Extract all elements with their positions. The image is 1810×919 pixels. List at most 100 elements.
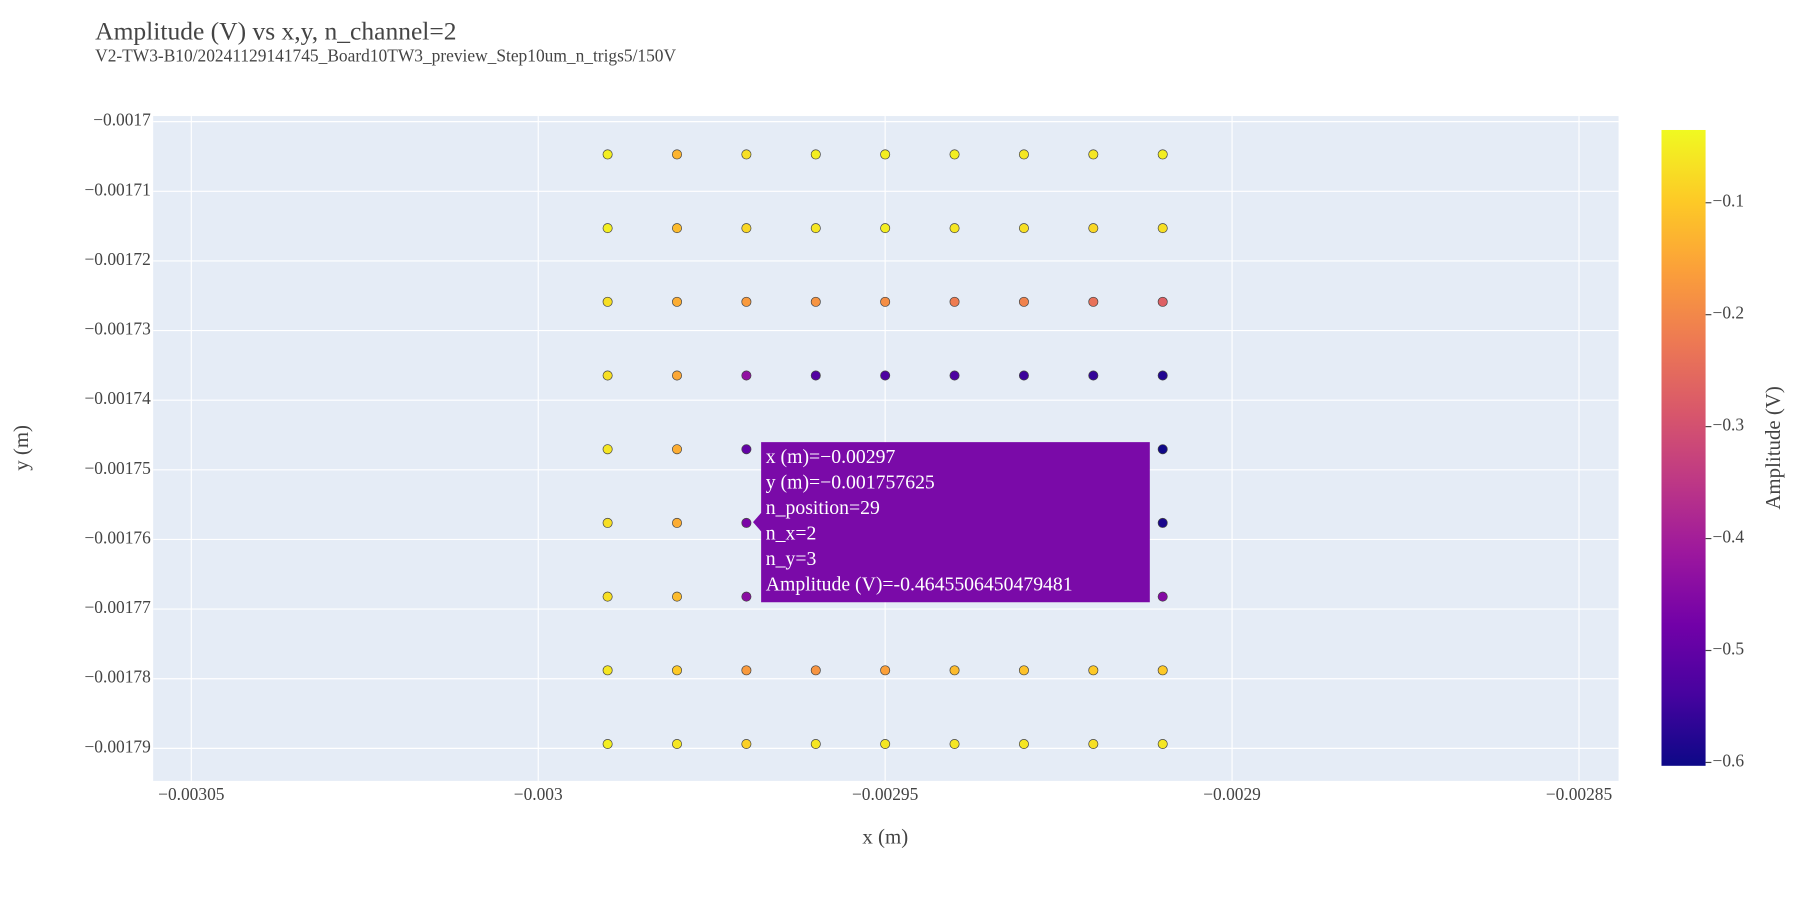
point (602, 223, 613, 234)
tooltip-line: n_y=3 (766, 548, 817, 570)
chart-title: Amplitude (V) vs x,y, n_channel=2 (95, 16, 456, 45)
point (1088, 739, 1099, 750)
point (672, 517, 682, 528)
point (949, 149, 960, 160)
point (602, 517, 613, 528)
tooltip: x (m)=−0.00297 y (m)=−0.001757625 n_positi… (753, 442, 1150, 603)
colorbar-tick-label: −0.5 (1713, 639, 1745, 659)
colorbar-tick-label: −0.6 (1713, 750, 1745, 770)
point (1157, 591, 1168, 602)
point (810, 739, 821, 750)
point (1157, 223, 1168, 234)
y-tick-label: −0.00178 (85, 667, 152, 687)
tooltip-line: y (m)=−0.001757625 (766, 471, 935, 493)
x-axis-title: x (m) (862, 825, 908, 849)
point (1157, 517, 1168, 528)
point (1018, 665, 1029, 676)
point (1157, 739, 1168, 750)
point (1018, 370, 1029, 381)
colorbar (1661, 129, 1706, 766)
y-tick-label: −0.00177 (85, 597, 152, 617)
point (1088, 370, 1099, 381)
y-tick-label: −0.00176 (85, 527, 152, 547)
point (949, 370, 960, 381)
point (1157, 665, 1168, 676)
x-tick-label: −0.0029 (1203, 784, 1261, 804)
y-tick-label: −0.00172 (85, 249, 151, 269)
y-tick-label: −0.00173 (85, 319, 152, 339)
point (1018, 223, 1029, 234)
point (949, 739, 960, 750)
point (602, 591, 613, 602)
x-tick-label: −0.003 (514, 784, 563, 804)
tooltip-line: Amplitude (V)=-0.4645506450479481 (766, 573, 1073, 595)
point (1018, 149, 1029, 160)
point (1088, 223, 1099, 234)
point (1157, 370, 1168, 381)
point (741, 739, 752, 750)
point (1018, 296, 1029, 307)
colorbar-title: Amplitude (V) (1761, 386, 1785, 510)
point (602, 296, 613, 307)
point (1157, 296, 1168, 307)
point (672, 149, 682, 160)
point (949, 665, 960, 676)
point (1018, 739, 1029, 750)
point (880, 739, 891, 750)
y-tick-label: −0.00179 (85, 736, 151, 756)
point (810, 370, 821, 381)
point (741, 517, 752, 528)
y-tick-label: −0.00171 (85, 179, 151, 199)
point (1088, 665, 1099, 676)
point (672, 223, 682, 234)
point (880, 296, 891, 307)
point (949, 296, 960, 307)
point (810, 149, 821, 160)
point (949, 223, 960, 234)
point (602, 370, 613, 381)
point (672, 370, 682, 381)
tooltip-line: n_x=2 (766, 522, 817, 544)
point (672, 665, 682, 676)
point (1088, 149, 1099, 160)
point (741, 296, 752, 307)
point (1088, 296, 1099, 307)
y-tick-label: −0.0017 (93, 110, 151, 130)
point (741, 591, 752, 602)
chart-subtitle: V2-TW3-B10/20241129141745_Board10TW3_pre… (95, 46, 676, 66)
point (810, 296, 821, 307)
colorbar-tick-label: −0.2 (1713, 303, 1745, 323)
tooltip-box (753, 442, 1150, 603)
point (880, 370, 891, 381)
point (672, 444, 682, 455)
point (741, 223, 752, 234)
y-tick-label: −0.00175 (85, 458, 152, 478)
point (672, 739, 682, 750)
x-tick-label: −0.00285 (1546, 784, 1613, 804)
point (672, 591, 682, 602)
point (741, 665, 752, 676)
point (880, 665, 891, 676)
point (880, 223, 891, 234)
colorbar-tick-label: −0.1 (1713, 191, 1745, 211)
y-axis-title: y (m) (9, 425, 33, 471)
point (741, 444, 752, 455)
point (880, 149, 891, 160)
colorbar-tick-label: −0.4 (1713, 527, 1745, 547)
point (741, 149, 752, 160)
point (602, 444, 613, 455)
y-tick-label: −0.00174 (85, 388, 152, 408)
point (741, 370, 752, 381)
tooltip-line: n_position=29 (766, 497, 880, 519)
point (602, 739, 613, 750)
point (672, 296, 682, 307)
x-tick-label: −0.00295 (852, 784, 919, 804)
x-tick-label: −0.00305 (158, 784, 225, 804)
point (810, 223, 821, 234)
colorbar-tick-label: −0.3 (1713, 415, 1745, 435)
point (1157, 149, 1168, 160)
point (602, 665, 613, 676)
point (602, 149, 613, 160)
point (1157, 444, 1168, 455)
